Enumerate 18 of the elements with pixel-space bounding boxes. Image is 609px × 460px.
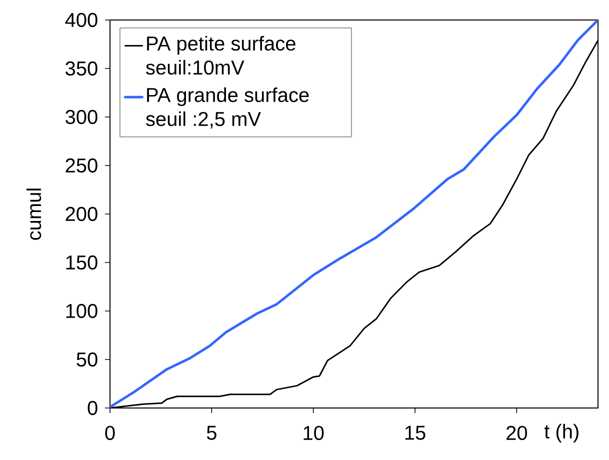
y-tick-label: 200 [66,206,98,222]
x-tick-label: 0 [105,426,115,440]
x-tick-label: 20 [506,426,528,440]
y-tick-label: 150 [66,255,98,270]
y-tick-label: 50 [76,352,98,367]
x-tick-label: 5 [206,426,216,440]
legend-label: PA grande surface seuil :2,5 mV [146,87,309,128]
x-tick-label: 10 [304,426,324,440]
y-tick-label: 300 [66,110,98,124]
y-tick-label: 0 [88,400,98,416]
y-axis-title: cumul [26,188,42,240]
y-tick-label: 350 [66,61,98,76]
legend-label: PA petite surface seuil:10mV [146,36,296,75]
x-tick-label: 15 [405,426,426,440]
y-tick-label: 100 [66,304,98,318]
y-tick-label: 400 [65,12,98,28]
y-tick-label: 250 [66,158,98,173]
x-axis-title: t (h) [544,424,578,442]
